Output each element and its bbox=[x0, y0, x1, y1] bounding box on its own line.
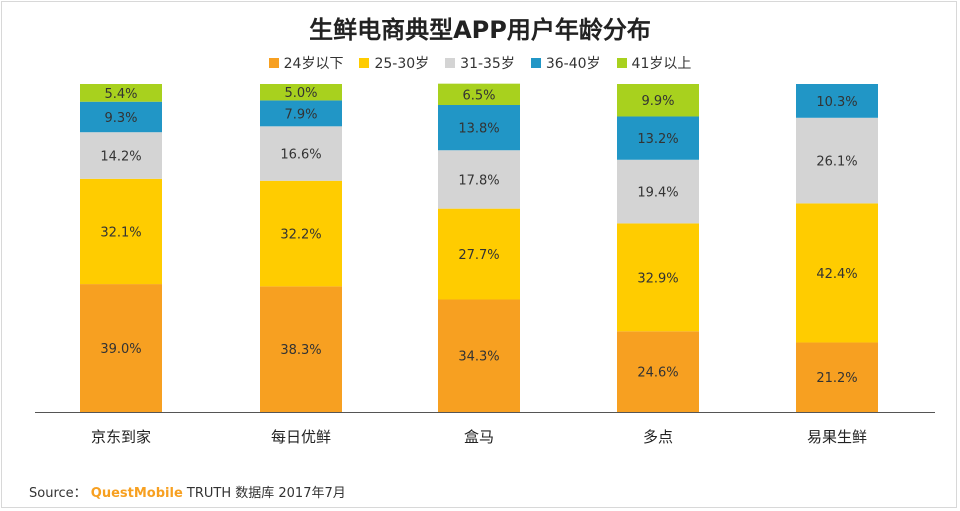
legend-swatch bbox=[616, 58, 627, 68]
data-label: 38.3% bbox=[280, 343, 321, 358]
bar-segment bbox=[796, 203, 878, 343]
bar-segment bbox=[796, 84, 878, 118]
legend-label: 31-35岁 bbox=[460, 56, 515, 72]
bar-segment bbox=[260, 286, 342, 412]
data-label: 10.3% bbox=[816, 95, 857, 110]
bar-segment bbox=[80, 178, 162, 285]
data-label: 32.2% bbox=[280, 228, 321, 243]
chart-title: 生鲜电商典型APP用户年龄分布 bbox=[309, 16, 651, 44]
bar-segment bbox=[80, 132, 162, 179]
source-brand: QuestMobile bbox=[90, 486, 183, 501]
source-label: Source： bbox=[29, 486, 87, 501]
bar-segment bbox=[617, 84, 699, 117]
data-label: 32.9% bbox=[637, 271, 678, 286]
legend-label: 25-30岁 bbox=[374, 56, 430, 72]
category-label: 每日优鲜 bbox=[271, 428, 331, 446]
bar-segment bbox=[438, 83, 520, 105]
bar-segment bbox=[80, 284, 162, 412]
stacked-bar-chart: 39.0% 32.1% 14.2% 9.3% 5.4% 京东到家 38.3% 32.2% 16.… bbox=[35, 83, 935, 446]
data-label: 24.6% bbox=[637, 366, 678, 381]
category-label: 盒马 bbox=[464, 428, 494, 446]
bar-segment bbox=[260, 180, 342, 287]
legend-item-0: 24岁以下 bbox=[268, 53, 344, 73]
data-label: 5.4% bbox=[104, 87, 137, 102]
data-label: 32.1% bbox=[100, 225, 141, 240]
bar-segment bbox=[617, 331, 699, 412]
legend-label: 41岁以上 bbox=[631, 56, 692, 72]
bar-segment bbox=[260, 100, 342, 127]
legend-item-3: 36-40岁 bbox=[530, 53, 601, 73]
chart-legend: 24岁以下 25-30岁 31-35岁 36-40岁 41岁以上 bbox=[0, 53, 960, 73]
legend-swatch bbox=[359, 58, 370, 68]
data-label: 26.1% bbox=[816, 155, 857, 170]
data-label: 17.8% bbox=[458, 173, 499, 188]
legend-swatch bbox=[268, 58, 279, 68]
legend-item-2: 31-35岁 bbox=[445, 53, 515, 73]
bar-segment bbox=[260, 126, 342, 181]
data-label: 27.7% bbox=[458, 248, 499, 263]
bar-segment bbox=[617, 223, 699, 332]
data-label: 39.0% bbox=[100, 342, 141, 357]
legend-swatch bbox=[445, 58, 456, 68]
bar-segment bbox=[438, 150, 520, 209]
data-label: 7.9% bbox=[284, 107, 317, 122]
bar-segment bbox=[80, 101, 162, 133]
source-note: Source： QuestMobile TRUTH 数据库 2017年7月 bbox=[29, 482, 346, 501]
bar-segment bbox=[796, 342, 878, 412]
legend-item-1: 25-30岁 bbox=[359, 53, 429, 73]
bar-segment bbox=[438, 104, 520, 151]
legend-label: 36-40岁 bbox=[545, 56, 601, 72]
bar-segment bbox=[80, 84, 162, 102]
data-label: 5.0% bbox=[284, 86, 317, 101]
category-label: 多点 bbox=[643, 428, 673, 446]
bar-segment bbox=[438, 208, 520, 300]
source-text: TRUTH 数据库 2017年7月 bbox=[186, 486, 346, 501]
data-label: 9.3% bbox=[104, 111, 137, 126]
legend-swatch bbox=[530, 58, 541, 68]
bar-segment bbox=[260, 84, 342, 101]
bar-segment bbox=[617, 159, 699, 224]
data-label: 42.4% bbox=[816, 267, 857, 282]
data-label: 13.2% bbox=[637, 132, 678, 147]
data-label: 34.3% bbox=[458, 350, 499, 365]
category-label: 易果生鲜 bbox=[807, 428, 867, 446]
data-label: 21.2% bbox=[816, 371, 857, 386]
data-label: 16.6% bbox=[280, 148, 321, 163]
legend-item-4: 41岁以上 bbox=[616, 53, 692, 73]
legend-label: 24岁以下 bbox=[283, 56, 344, 72]
data-label: 14.2% bbox=[100, 150, 141, 165]
category-label: 京东到家 bbox=[91, 428, 151, 446]
bar-segment bbox=[796, 117, 878, 204]
data-label: 13.8% bbox=[458, 122, 499, 137]
bar-segment bbox=[617, 116, 699, 160]
data-label: 9.9% bbox=[641, 94, 674, 109]
bar-segment bbox=[438, 299, 520, 412]
data-label: 19.4% bbox=[637, 186, 678, 201]
data-label: 6.5% bbox=[462, 88, 495, 103]
